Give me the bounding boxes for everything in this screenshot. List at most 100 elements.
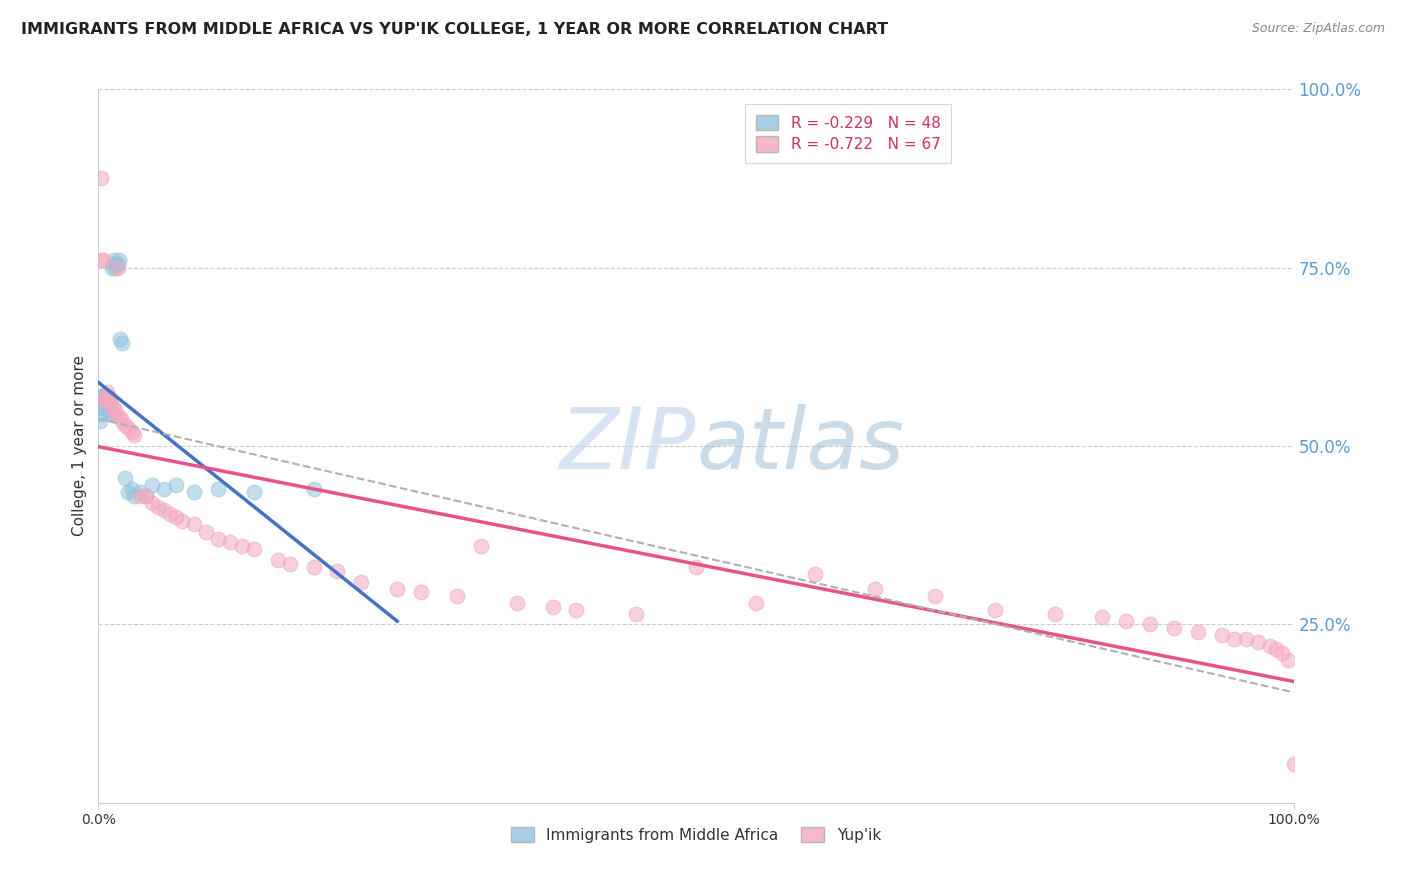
Point xyxy=(96,400,118,414)
Point xyxy=(104,260,127,275)
Point xyxy=(121,425,143,439)
Point xyxy=(104,403,127,417)
Point xyxy=(96,385,118,400)
Point xyxy=(105,257,128,271)
Point xyxy=(183,485,205,500)
Point xyxy=(114,417,136,432)
Point xyxy=(111,414,134,428)
Point xyxy=(98,392,121,407)
Point xyxy=(411,585,433,599)
Point xyxy=(135,489,157,503)
Point xyxy=(207,482,229,496)
Point xyxy=(100,407,122,421)
Point xyxy=(1223,632,1246,646)
Point xyxy=(984,603,1007,617)
Point xyxy=(94,392,117,407)
Point xyxy=(350,574,373,589)
Point xyxy=(1264,642,1286,657)
Point xyxy=(148,500,170,514)
Point xyxy=(93,392,115,407)
Point xyxy=(93,392,115,407)
Point xyxy=(117,421,139,435)
Point xyxy=(506,596,529,610)
Point xyxy=(195,524,218,539)
Point xyxy=(326,564,349,578)
Point xyxy=(541,599,564,614)
Point xyxy=(89,414,111,428)
Point xyxy=(1247,635,1270,649)
Point xyxy=(90,407,112,421)
Point xyxy=(1271,646,1294,660)
Point xyxy=(124,428,146,442)
Y-axis label: College, 1 year or more: College, 1 year or more xyxy=(72,356,87,536)
Point xyxy=(91,392,114,407)
Point xyxy=(98,403,121,417)
Point xyxy=(124,489,146,503)
Point xyxy=(97,400,120,414)
Point xyxy=(1187,624,1209,639)
Point xyxy=(97,389,120,403)
Point xyxy=(91,389,114,403)
Point xyxy=(91,253,114,268)
Point xyxy=(96,392,118,407)
Point xyxy=(153,503,176,517)
Point xyxy=(159,507,181,521)
Point xyxy=(129,485,152,500)
Point xyxy=(565,603,588,617)
Point xyxy=(745,596,768,610)
Point xyxy=(94,400,117,414)
Legend: Immigrants from Middle Africa, Yup'ik: Immigrants from Middle Africa, Yup'ik xyxy=(505,821,887,848)
Point xyxy=(94,392,117,407)
Point xyxy=(98,407,122,421)
Point xyxy=(98,403,122,417)
Point xyxy=(243,485,266,500)
Point xyxy=(1211,628,1233,642)
Point xyxy=(1043,607,1066,621)
Point xyxy=(91,389,114,403)
Point xyxy=(165,478,187,492)
Point xyxy=(207,532,229,546)
Point xyxy=(97,396,120,410)
Point xyxy=(101,257,124,271)
Point xyxy=(626,607,648,621)
Point xyxy=(183,517,205,532)
Point xyxy=(91,392,114,407)
Point xyxy=(91,396,114,410)
Point xyxy=(101,400,124,414)
Point xyxy=(685,560,707,574)
Point xyxy=(172,514,194,528)
Point xyxy=(103,253,125,268)
Point xyxy=(1282,756,1305,771)
Point xyxy=(107,260,129,275)
Point xyxy=(165,510,187,524)
Point xyxy=(1115,614,1137,628)
Point xyxy=(117,485,139,500)
Point xyxy=(108,410,131,425)
Text: Source: ZipAtlas.com: Source: ZipAtlas.com xyxy=(1251,22,1385,36)
Point xyxy=(1258,639,1281,653)
Point xyxy=(302,560,325,574)
Point xyxy=(114,471,136,485)
Point xyxy=(141,478,163,492)
Point xyxy=(135,489,157,503)
Point xyxy=(243,542,266,557)
Text: ZIP: ZIP xyxy=(560,404,696,488)
Point xyxy=(90,171,112,186)
Point xyxy=(107,253,129,268)
Point xyxy=(121,482,143,496)
Point xyxy=(231,539,253,553)
Point xyxy=(141,496,163,510)
Point xyxy=(90,400,112,414)
Point xyxy=(219,535,242,549)
Point xyxy=(1234,632,1257,646)
Point xyxy=(924,589,946,603)
Point xyxy=(93,396,115,410)
Point xyxy=(107,257,129,271)
Point xyxy=(91,253,114,268)
Text: IMMIGRANTS FROM MIDDLE AFRICA VS YUP'IK COLLEGE, 1 YEAR OR MORE CORRELATION CHAR: IMMIGRANTS FROM MIDDLE AFRICA VS YUP'IK … xyxy=(21,22,889,37)
Point xyxy=(111,335,134,350)
Point xyxy=(108,332,131,346)
Point xyxy=(804,567,827,582)
Point xyxy=(446,589,468,603)
Point xyxy=(91,396,114,410)
